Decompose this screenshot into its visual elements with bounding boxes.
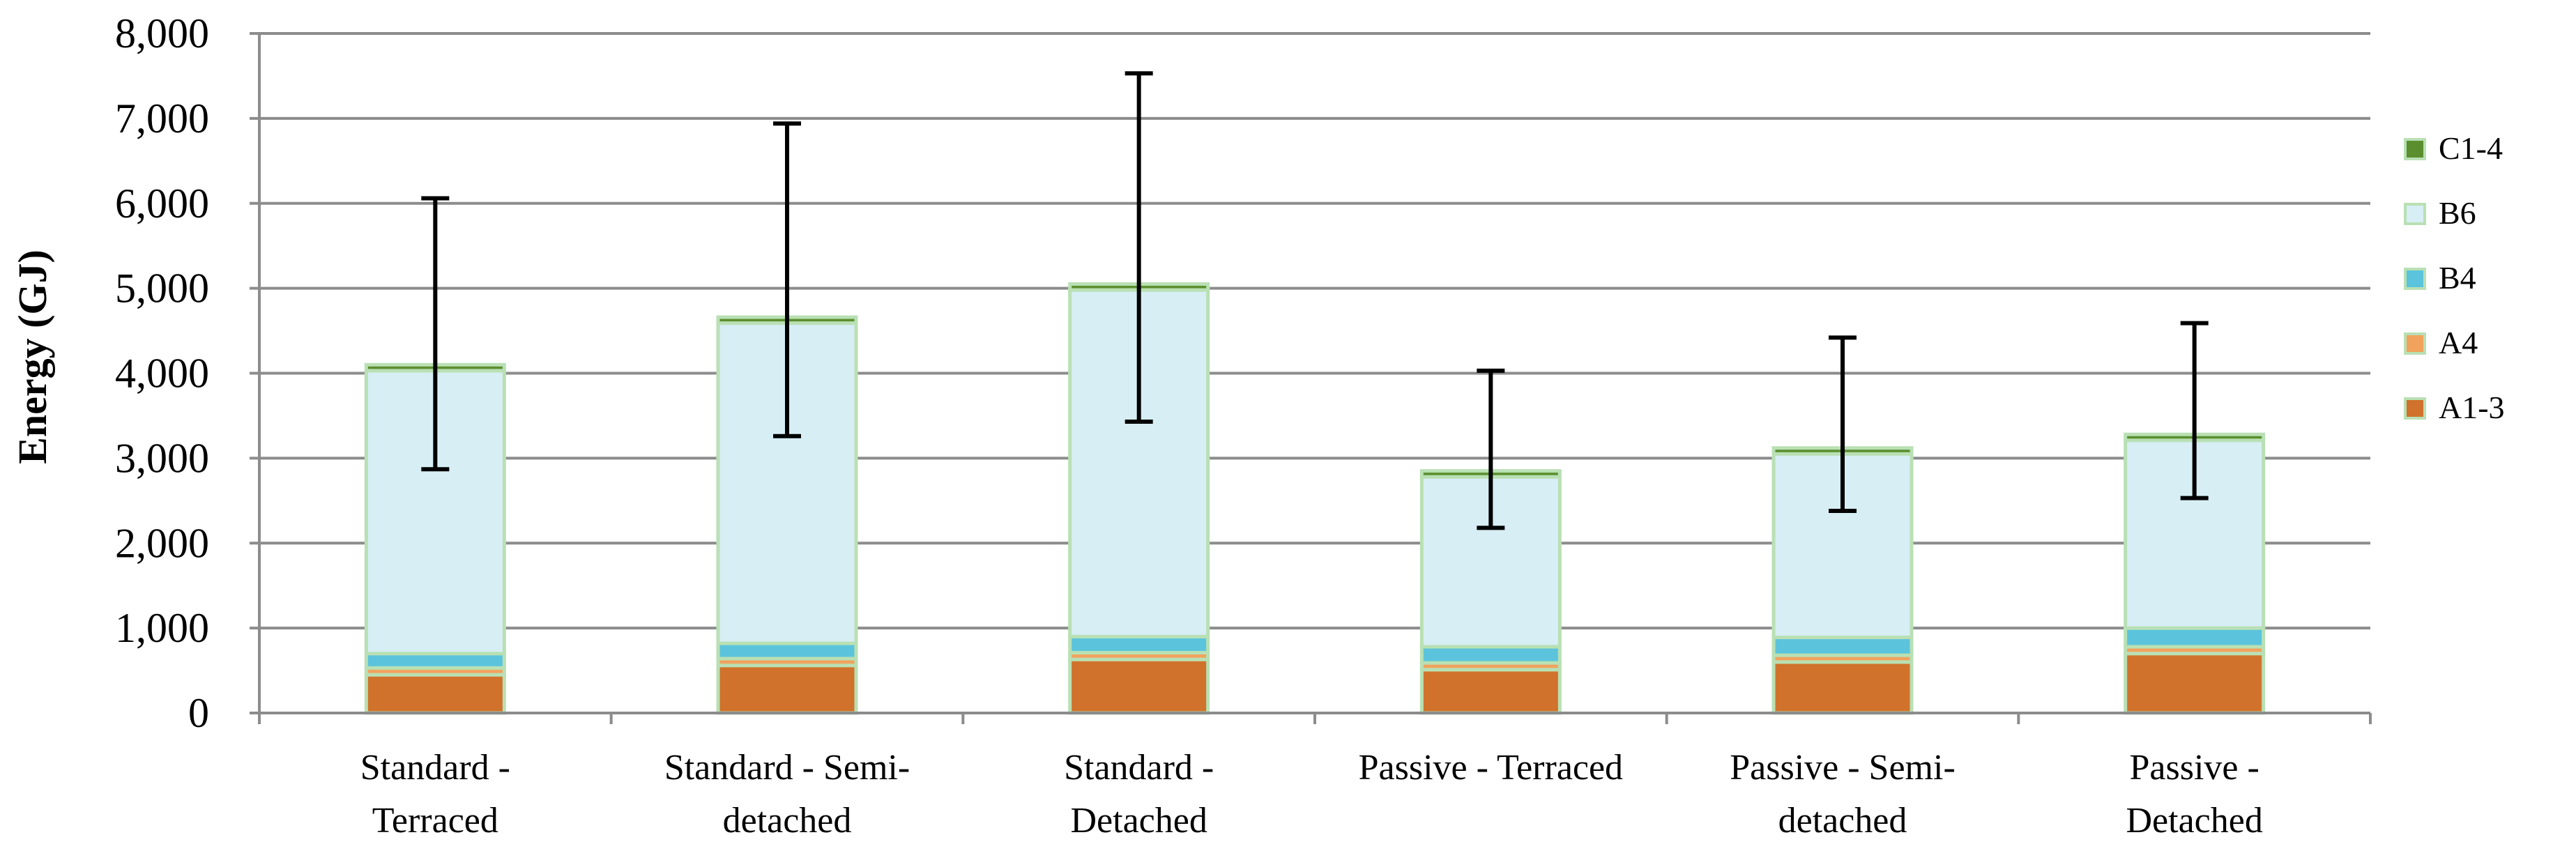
bar-segment-b4	[1771, 636, 1914, 657]
error-bars	[421, 71, 2209, 530]
x-category-label: Detached	[2126, 801, 2263, 841]
legend-swatch	[2404, 332, 2426, 355]
gridlines	[259, 32, 2370, 630]
legend-swatch	[2404, 138, 2426, 160]
bar-segment-b4	[1419, 645, 1562, 665]
bar-segment-a1-3	[1419, 668, 1562, 715]
legend-swatch	[2404, 203, 2426, 225]
y-tick-label: 2,000	[115, 520, 209, 566]
y-tick-label: 0	[188, 690, 209, 736]
bar-segment-b6	[716, 321, 858, 645]
y-tick-label: 8,000	[115, 10, 209, 56]
bar-segment-b4	[1068, 634, 1210, 654]
bar-segment-b6	[1771, 452, 1914, 640]
x-category-labels: Standard - Terraced Standard - Semi-detach…	[360, 748, 2263, 841]
legend-label: B4	[2439, 260, 2476, 296]
y-tick-label: 4,000	[115, 351, 209, 397]
legend-label: A1-3	[2439, 390, 2505, 425]
bar-segment-b4	[364, 652, 506, 670]
x-category-label: Detached	[1071, 801, 1207, 841]
x-category-label: detached	[723, 801, 852, 841]
y-tick-label: 1,000	[115, 605, 209, 651]
bar-segment-b4	[716, 641, 858, 661]
y-axis-label: Energy (GJ)	[10, 250, 55, 464]
x-category-label: Passive - Terraced	[1359, 748, 1623, 788]
x-category-label: Passive -	[2130, 748, 2259, 788]
legend: C1-4 B6 B4 A4 A1-3	[2404, 130, 2505, 425]
legend-label: B6	[2439, 195, 2476, 231]
bar-segment-a1-3	[1068, 657, 1210, 715]
axes	[250, 32, 2372, 724]
y-tick-labels: 0 1,000 2,000 3,000 4,000 5,000 6,000 7,000 8,00…	[115, 10, 209, 736]
bar-segment-b4	[2124, 626, 2266, 649]
y-tick-label: 7,000	[115, 95, 209, 141]
y-tick-label: 3,000	[115, 435, 209, 481]
x-category-label: Passive - Semi-	[1730, 748, 1956, 788]
legend-label: A4	[2439, 325, 2478, 360]
x-category-label: Standard - Semi-	[664, 748, 910, 788]
bar-segment-a1-3	[364, 673, 506, 715]
y-tick-label: 6,000	[115, 181, 209, 227]
bar-segment-a1-3	[716, 664, 858, 715]
x-category-label: Standard -	[1064, 748, 1214, 788]
bars	[364, 282, 2266, 715]
legend-swatch	[2404, 397, 2426, 420]
x-category-label: Terraced	[372, 801, 498, 841]
x-category-label: Standard -	[360, 748, 510, 788]
y-tick-label: 5,000	[115, 266, 209, 312]
bar-segment-a1-3	[1771, 660, 1914, 715]
bar-segment-a1-3	[2124, 652, 2266, 715]
legend-label: C1-4	[2439, 130, 2503, 166]
x-category-label: detached	[1778, 801, 1907, 841]
legend-swatch	[2404, 268, 2426, 290]
